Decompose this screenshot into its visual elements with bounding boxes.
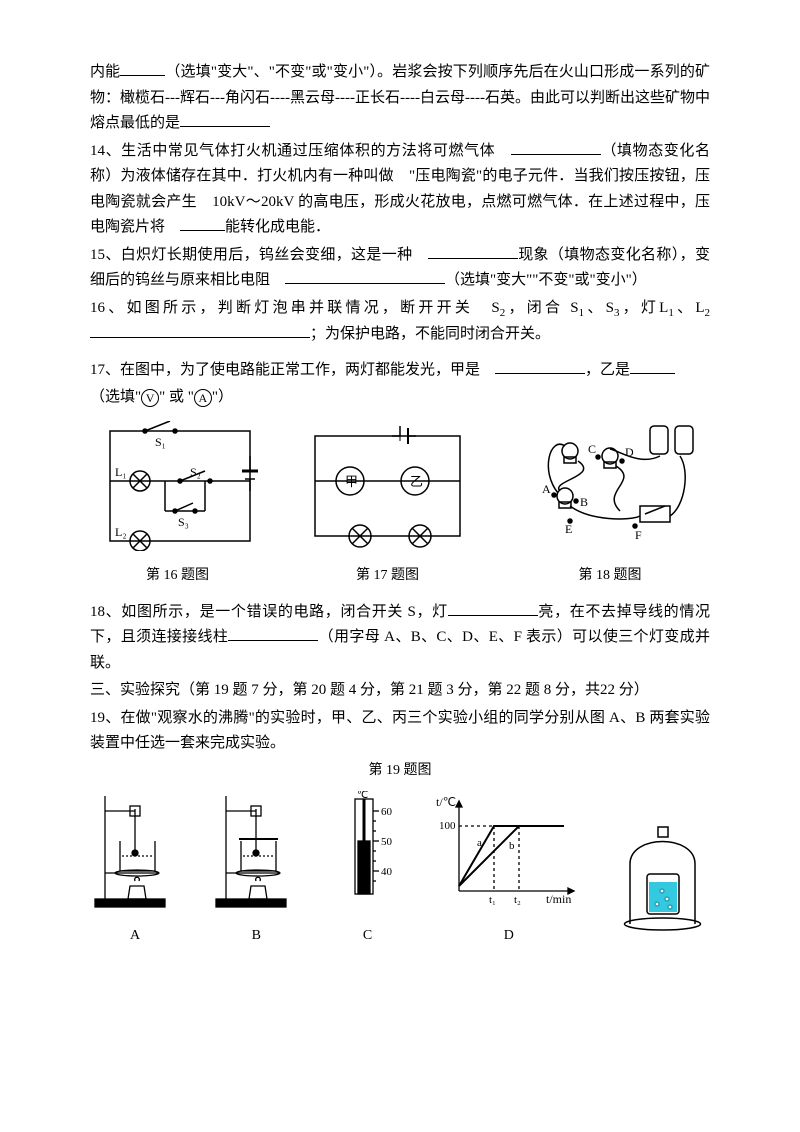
q14-text: 14、生活中常见气体打火机通过压缩体积的方法将可燃气体 （填物态变化名称）为液体… bbox=[90, 139, 710, 241]
q16-t3: 、S bbox=[584, 300, 614, 316]
figure-row-2: A B bbox=[90, 791, 710, 948]
fig17-cell: 甲 乙 第 17 题图 bbox=[300, 421, 475, 588]
fig18-C: C bbox=[588, 442, 596, 456]
fig18-svg: A B C D E F bbox=[510, 421, 710, 551]
spacer2 bbox=[90, 592, 710, 600]
fig16-L2: L₂ bbox=[115, 525, 127, 539]
fig18-D: D bbox=[625, 445, 634, 459]
q16-text: 16、如图所示，判断灯泡串并联情况，断开开关 S2，闭合 S1、S3，灯L1、L… bbox=[90, 296, 710, 348]
fig18-E: E bbox=[565, 522, 572, 536]
q17-choice: （选填"V" 或 "A"） bbox=[90, 385, 710, 411]
fig19-C-svg: ℃ 60 50 40 bbox=[333, 791, 403, 911]
q16-t1: 16、如图所示，判断灯泡串并联情况，断开开关 S bbox=[90, 300, 500, 316]
voltmeter-icon: V bbox=[141, 389, 159, 407]
q18-blank2 bbox=[228, 625, 318, 641]
fig19-graph-y: t/℃ bbox=[436, 795, 456, 809]
q14-blank2 bbox=[180, 215, 225, 231]
fig18-cell: A B C D E F 第 18 题图 bbox=[510, 421, 710, 588]
q16-blank1 bbox=[90, 322, 310, 338]
fig17-caption: 第 17 题图 bbox=[300, 564, 475, 588]
q17-choice-end: "） bbox=[212, 389, 233, 405]
fig19-belljar-cell bbox=[615, 819, 710, 949]
section3-header: 三、实验探究（第 19 题 7 分，第 20 题 4 分，第 21 题 3 分，… bbox=[90, 678, 710, 704]
svg-text:℃: ℃ bbox=[357, 791, 368, 801]
figure-row-1: S₁ S₂ S₃ L₁ L₂ 第 16 题图 bbox=[90, 421, 710, 588]
fig17-yi: 乙 bbox=[410, 474, 423, 489]
fig19-graph-b: b bbox=[509, 840, 515, 852]
fig19-B-label: B bbox=[211, 924, 301, 948]
fig16-cell: S₁ S₂ S₃ L₁ L₂ 第 16 题图 bbox=[90, 421, 265, 588]
fig19-graph-t2: t₂ bbox=[514, 894, 521, 906]
fig19-tick50: 50 bbox=[381, 836, 393, 848]
q17-blank2 bbox=[630, 358, 675, 374]
fig19-C-cell: ℃ 60 50 40 C bbox=[333, 791, 403, 948]
q15-blank1 bbox=[428, 243, 518, 259]
fig19-D-cell: t/℃ 100 a b t₁ t₂ t/min D bbox=[434, 791, 584, 948]
fig19-graph-100: 100 bbox=[439, 820, 456, 832]
fig19-A-svg bbox=[90, 791, 180, 911]
q14-blank1 bbox=[511, 139, 601, 155]
fig19-A-cell: A bbox=[90, 791, 180, 948]
fig19-D-svg: t/℃ 100 a b t₁ t₂ t/min bbox=[434, 791, 584, 911]
exam-page: 内能（选填"变大"、"不变"或"变小"）。岩浆会按下列顺序先后在火山口形成一系列… bbox=[0, 0, 800, 1132]
fig16-svg: S₁ S₂ S₃ L₁ L₂ bbox=[90, 421, 265, 551]
fig16-S1: S₁ bbox=[155, 435, 166, 449]
q16-t5: 、L bbox=[674, 300, 705, 316]
ammeter-icon: A bbox=[194, 389, 212, 407]
q16-t6: ；为保护电路，不能同时闭合开关 bbox=[310, 326, 535, 342]
fig17-jia: 甲 bbox=[345, 474, 358, 489]
q18-blank1 bbox=[448, 600, 538, 616]
q19-text: 19、在做"观察水的沸腾"的实验时，甲、乙、丙三个实验小组的同学分别从图 A、B… bbox=[90, 706, 710, 757]
fig19-D-label: D bbox=[434, 924, 584, 948]
fig16-S2: S₂ bbox=[190, 465, 201, 479]
spacer bbox=[90, 350, 710, 358]
q15-blank2 bbox=[285, 268, 445, 284]
q16-t2: ，闭合 S bbox=[505, 300, 578, 316]
q17-text: 17、在图中，为了使电路能正常工作，两灯都能发光，甲是 ，乙是 bbox=[90, 358, 710, 384]
fig18-A: A bbox=[542, 482, 551, 496]
fig19-graph-x: t/min bbox=[546, 892, 571, 906]
q18-text: 18、如图所示，是一个错误的电路，闭合开关 S，灯亮，在不去掉导线的情况下，且须… bbox=[90, 600, 710, 677]
fig18-B: B bbox=[580, 495, 588, 509]
q13-blank1 bbox=[120, 60, 165, 76]
fig19-belljar-svg bbox=[615, 819, 710, 939]
q13-text: 内能（选填"变大"、"不变"或"变小"）。岩浆会按下列顺序先后在火山口形成一系列… bbox=[90, 60, 710, 137]
q17-choice-a: （选填" bbox=[90, 389, 141, 405]
fig19-A-label: A bbox=[90, 924, 180, 948]
fig16-caption: 第 16 题图 bbox=[90, 564, 265, 588]
fig19-B-svg bbox=[211, 791, 301, 911]
q16-t4: ，灯L bbox=[619, 300, 668, 316]
q17-blank1 bbox=[495, 358, 585, 374]
q13-blank2 bbox=[180, 111, 270, 127]
fig19-graph-t1: t₁ bbox=[489, 894, 496, 906]
fig16-S3: S₃ bbox=[178, 515, 189, 529]
fig19-B-cell: B bbox=[211, 791, 301, 948]
fig18-F: F bbox=[635, 528, 642, 542]
q16-t7: 。 bbox=[535, 326, 550, 342]
fig19-tick40: 40 bbox=[381, 866, 393, 878]
fig19-caption: 第 19 题图 bbox=[90, 759, 710, 783]
fig19-graph-a: a bbox=[477, 837, 482, 849]
q17-choice-mid: " 或 " bbox=[159, 389, 194, 405]
fig18-caption: 第 18 题图 bbox=[510, 564, 710, 588]
q16-l2: 2 bbox=[705, 307, 711, 319]
fig19-tick60: 60 bbox=[381, 806, 393, 818]
q15-text: 15、白炽灯长期使用后，钨丝会变细，这是一种 现象（填物态变化名称），变细后的钨… bbox=[90, 243, 710, 294]
fig17-svg: 甲 乙 bbox=[300, 421, 475, 551]
fig16-L1: L₁ bbox=[115, 465, 127, 479]
fig19-C-label: C bbox=[333, 924, 403, 948]
